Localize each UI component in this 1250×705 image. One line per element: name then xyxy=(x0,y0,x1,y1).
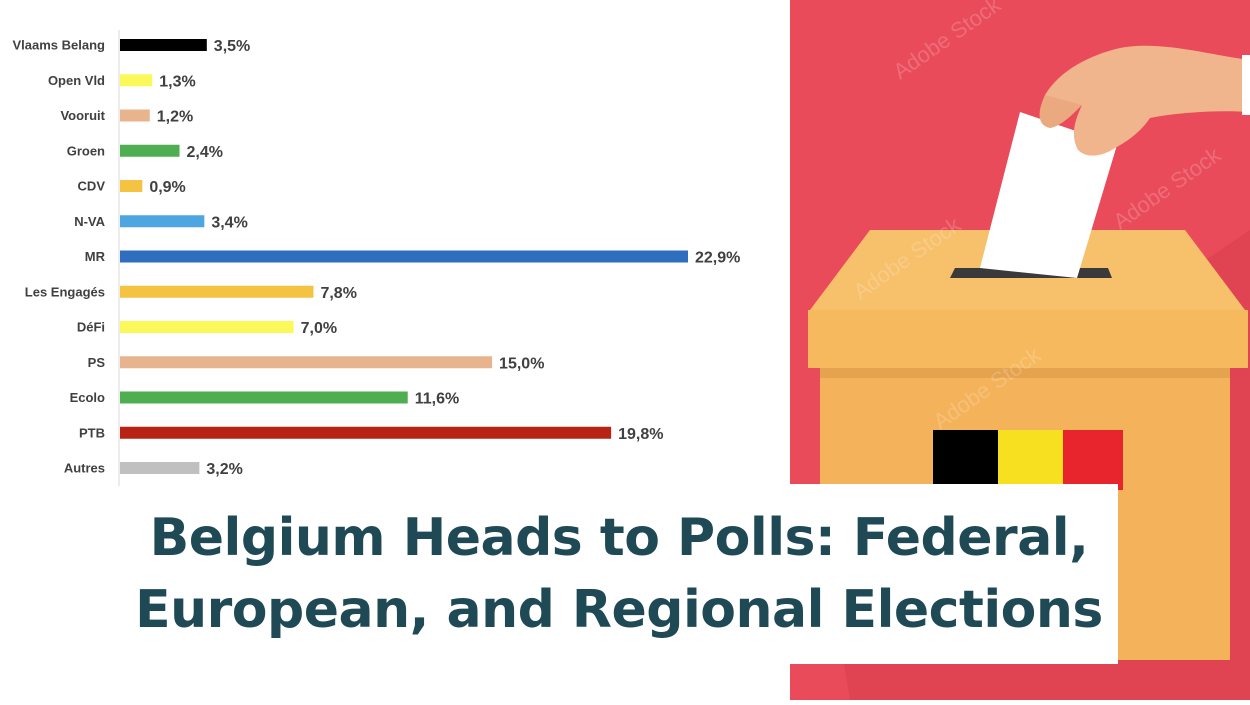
bar xyxy=(120,426,612,439)
value-label: 1,2% xyxy=(157,109,193,126)
hand-thumb-shape xyxy=(1039,95,1082,128)
category-label: Open Vld xyxy=(48,73,105,88)
category-label: PS xyxy=(88,355,106,370)
bar xyxy=(120,462,200,474)
bar xyxy=(120,74,153,87)
bar xyxy=(120,285,314,298)
category-label: PTB xyxy=(79,425,105,440)
value-label: 7,8% xyxy=(320,285,356,302)
sleeve-cuff xyxy=(1242,55,1250,115)
value-label: 3,2% xyxy=(206,461,242,478)
ballot-box-illustration: Adobe Stock Adobe Stock Adobe Stock Adob… xyxy=(790,0,1250,700)
bar xyxy=(120,321,294,333)
headline-line-2: European, and Regional Elections xyxy=(135,580,1103,640)
value-label: 3,4% xyxy=(211,214,247,231)
value-label: 19,8% xyxy=(618,426,663,443)
category-label: Les Engagés xyxy=(25,284,105,299)
bar xyxy=(120,144,180,157)
category-label: CDV xyxy=(78,179,106,194)
bar xyxy=(120,356,493,369)
bar xyxy=(120,250,688,263)
chart-svg: Vlaams Belang 3,5% Open Vld 1,3% Vooruit 1,2%… xyxy=(13,30,740,486)
value-label: 0,9% xyxy=(149,179,185,196)
value-label: 3,5% xyxy=(214,38,250,55)
bar xyxy=(120,391,408,404)
headline-line-1: Belgium Heads to Polls: Federal, xyxy=(149,508,1089,568)
bar xyxy=(120,39,207,51)
category-label: Autres xyxy=(64,461,105,476)
value-label: 2,4% xyxy=(187,144,223,161)
headline-banner: Belgium Heads to Polls: Federal, Europea… xyxy=(120,484,1118,664)
bar xyxy=(120,215,205,228)
bar xyxy=(120,180,143,192)
category-label: MR xyxy=(85,249,106,264)
category-label: Vlaams Belang xyxy=(13,38,106,53)
category-label: N-VA xyxy=(74,214,105,229)
ballot-box-lid-front xyxy=(808,310,1248,368)
value-label: 1,3% xyxy=(159,73,195,90)
value-label: 11,6% xyxy=(415,391,459,408)
hand-shape xyxy=(1044,45,1250,156)
ballot-box-lid-edge xyxy=(820,368,1230,378)
flag-yellow-stripe xyxy=(998,430,1063,490)
category-label: Groen xyxy=(67,143,105,158)
ballot-paper xyxy=(980,112,1117,278)
category-label: Vooruit xyxy=(60,108,105,123)
category-label: DéFi xyxy=(77,320,105,335)
value-label: 7,0% xyxy=(301,320,337,337)
poll-bar-chart: Vlaams Belang 3,5% Open Vld 1,3% Vooruit 1,2%… xyxy=(0,0,790,510)
category-label: Ecolo xyxy=(70,390,105,405)
value-label: 22,9% xyxy=(695,250,740,267)
flag-black-stripe xyxy=(933,430,998,490)
value-label: 15,0% xyxy=(499,355,544,372)
flag-red-stripe xyxy=(1063,430,1123,490)
bar xyxy=(120,109,150,122)
